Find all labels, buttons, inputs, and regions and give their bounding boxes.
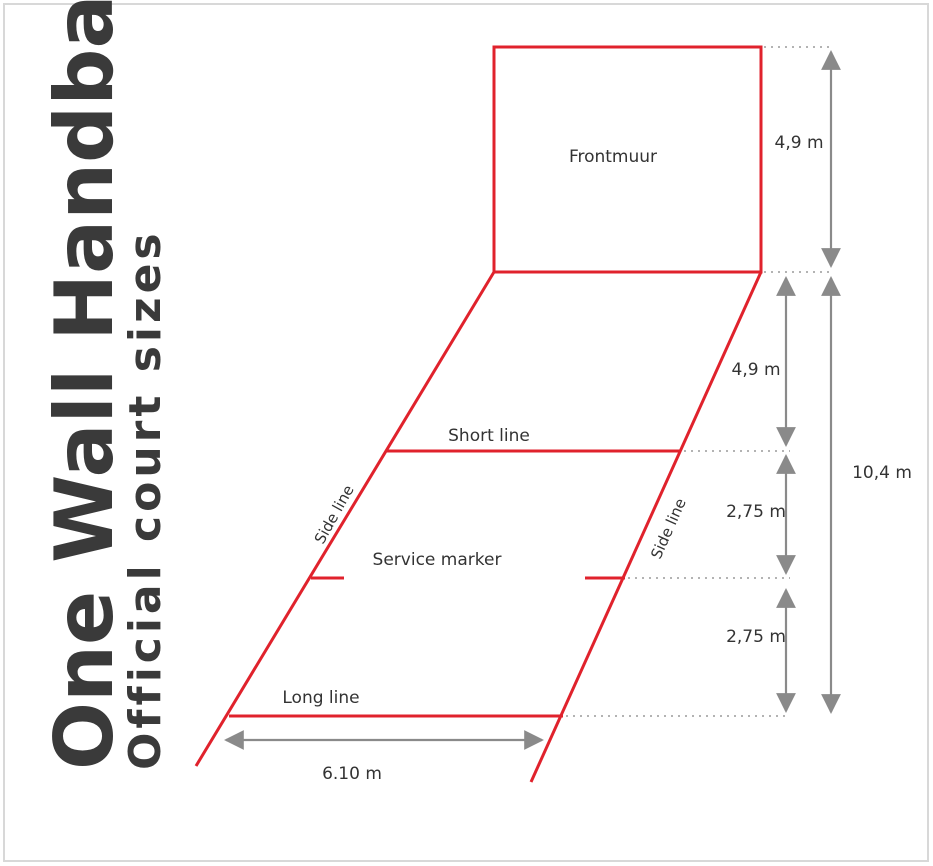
front-wall (492, 45, 763, 274)
diagram-subtitle: Official court sizes (120, 229, 171, 770)
dim-service-to-long-label: 2,75 m (726, 627, 786, 647)
side-line-right-label: Side line (647, 496, 690, 562)
dim-front-to-short-label: 4,9 m (732, 360, 781, 380)
front-wall-label: Frontmuur (569, 147, 657, 167)
dim-court-width-label: 6.10 m (322, 764, 382, 784)
diagram-title: One Wall Handball (38, 0, 131, 770)
dim-short-to-service-label: 2,75 m (726, 502, 786, 522)
service-marker-label: Service marker (373, 550, 502, 570)
frame-border (3, 3, 929, 862)
side-line-left (194, 271, 496, 767)
dim-wall-height-label: 4,9 m (775, 133, 824, 153)
side-line-right (529, 271, 763, 783)
long-line-label: Long line (282, 688, 359, 708)
short-line-label: Short line (448, 426, 530, 446)
dim-total-length-label: 10,4 m (852, 463, 912, 483)
